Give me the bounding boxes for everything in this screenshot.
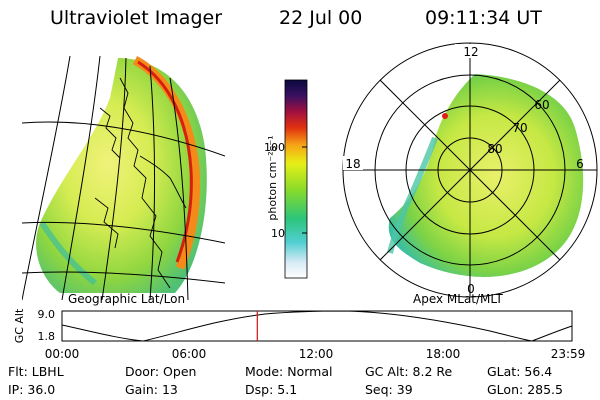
flt-field: Flt: LBHL <box>8 364 64 379</box>
xtick-0000: 00:00 <box>45 347 80 361</box>
altitude-plot-frame <box>61 310 573 342</box>
mlat-label-70: 70 <box>512 121 527 135</box>
time-label: 09:11:34 UT <box>425 7 542 29</box>
polar-plot: 12 18 6 0 60 70 80 <box>342 42 598 298</box>
altitude-ytick-high: 9.0 <box>38 308 56 321</box>
auroral-emission-region <box>36 58 207 293</box>
mode-field: Mode: Normal <box>245 364 333 379</box>
seq-field: Seq: 39 <box>365 382 413 397</box>
colorbar-unit-label: photon cm⁻²s⁻¹ <box>266 135 279 220</box>
gain-field: Gain: 13 <box>125 382 178 397</box>
gc-alt-value: 8.2 Re <box>412 364 453 379</box>
colorbar-tick-10: 10 <box>271 227 285 240</box>
door-field: Door: Open <box>125 364 197 379</box>
xtick-2359: 23:59 <box>551 347 586 361</box>
altitude-plot: GC Alt 9.0 1.8 00:00 06:00 12:00 18:00 2… <box>13 308 586 361</box>
dsp-field: Dsp: 5.1 <box>245 382 298 397</box>
ip-field: IP: 36.0 <box>8 382 56 397</box>
colorbar-tick-100: 100 <box>264 141 285 154</box>
door-value: Open <box>163 364 197 379</box>
ip-value: 36.0 <box>27 382 56 397</box>
instrument-title: Ultraviolet Imager <box>50 7 223 29</box>
gc-alt-field: GC Alt: 8.2 Re <box>365 364 453 379</box>
glon-field: GLon: 285.5 <box>487 382 563 397</box>
mlt-label-18: 18 <box>345 157 360 171</box>
xtick-1200: 12:00 <box>299 347 334 361</box>
mode-value: Normal <box>287 364 333 379</box>
mlat-label-80: 80 <box>487 142 502 156</box>
altitude-ylabel: GC Alt <box>13 308 26 343</box>
geographic-image <box>22 56 225 300</box>
xtick-1800: 18:00 <box>426 347 461 361</box>
mlat-label-60: 60 <box>534 98 549 112</box>
left-panel-label: Geographic Lat/Lon <box>68 292 186 306</box>
polar-emission-region <box>388 74 584 277</box>
xtick-0600: 06:00 <box>172 347 207 361</box>
glat-value: 56.4 <box>524 364 553 379</box>
flt-value: LBHL <box>31 364 64 379</box>
gain-value: 13 <box>161 382 178 397</box>
glat-field: GLat: 56.4 <box>487 364 553 379</box>
mlt-label-12: 12 <box>463 45 478 59</box>
altitude-curve <box>61 310 573 342</box>
mlt-label-0: 0 <box>467 282 475 296</box>
dsp-value: 5.1 <box>277 382 298 397</box>
glon-value: 285.5 <box>527 382 563 397</box>
altitude-ytick-low: 1.8 <box>38 330 56 343</box>
seq-value: 39 <box>396 382 413 397</box>
right-panel-label: Apex MLat/MLT <box>413 292 503 306</box>
colorbar: 100 10 photon cm⁻²s⁻¹ <box>264 79 308 279</box>
mlt-label-6: 6 <box>576 157 584 171</box>
date-label: 22 Jul 00 <box>279 7 363 29</box>
